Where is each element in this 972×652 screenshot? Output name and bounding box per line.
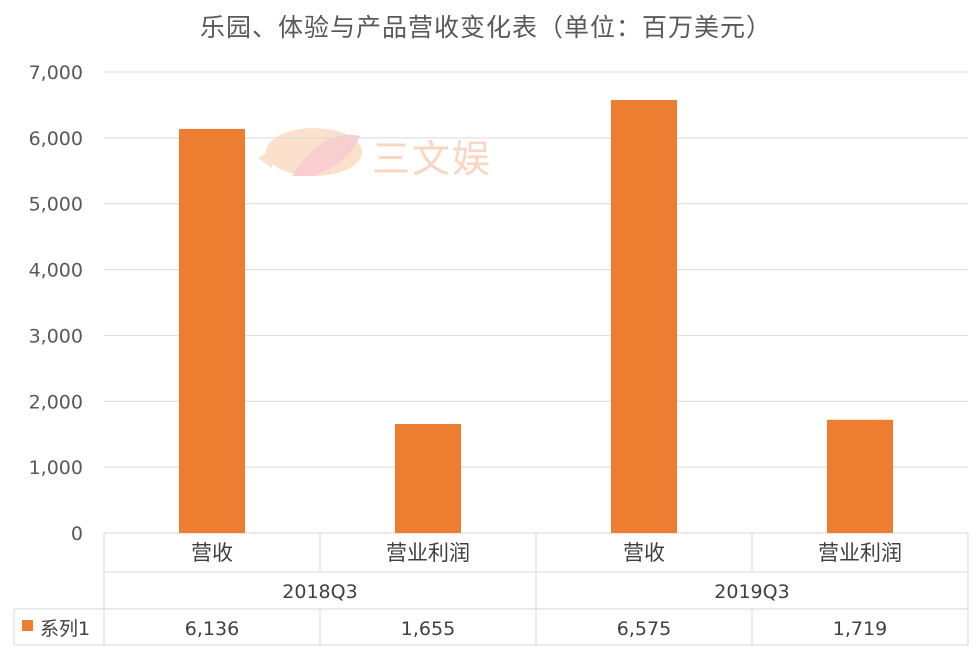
y-tick-label: 0	[71, 523, 83, 545]
bars	[179, 99, 893, 533]
table-value: 1,719	[833, 618, 887, 640]
y-tick-label: 5,000	[29, 194, 83, 216]
category-label: 营收	[191, 541, 233, 565]
category-label: 营业利润	[818, 541, 902, 565]
bar	[395, 424, 461, 533]
category-label: 营业利润	[386, 541, 470, 565]
watermark-logo: 三文娱	[252, 118, 512, 188]
y-tick-label: 1,000	[29, 457, 83, 479]
y-tick-label: 4,000	[29, 260, 83, 282]
legend-swatch	[22, 620, 33, 631]
y-tick-label: 7,000	[29, 62, 83, 84]
chart-title: 乐园、体验与产品营收变化表（单位：百万美元）	[199, 13, 772, 42]
y-tick-label: 3,000	[29, 325, 83, 347]
table-value: 6,575	[617, 618, 671, 640]
table-value: 1,655	[401, 618, 455, 640]
fish-logo-icon	[258, 128, 362, 176]
y-tick-label: 2,000	[29, 391, 83, 413]
bar	[611, 99, 677, 533]
bar	[827, 419, 893, 533]
y-tick-label: 6,000	[29, 128, 83, 150]
group-label: 2019Q3	[714, 581, 789, 603]
data-table: 营收 6,136 营业利润 1,655 营收 6,575 营业利润 1,719 2018Q3 20…	[13, 533, 969, 646]
group-label: 2018Q3	[282, 581, 357, 603]
table-value: 6,136	[185, 618, 239, 640]
bar	[179, 128, 245, 533]
legend-label: 系列1	[40, 618, 90, 640]
category-label: 营收	[623, 541, 665, 565]
y-tick-labels: 0 1,000 2,000 3,000 4,000 5,000 6,000 7,000	[29, 62, 83, 545]
watermark-text: 三文娱	[372, 137, 493, 181]
